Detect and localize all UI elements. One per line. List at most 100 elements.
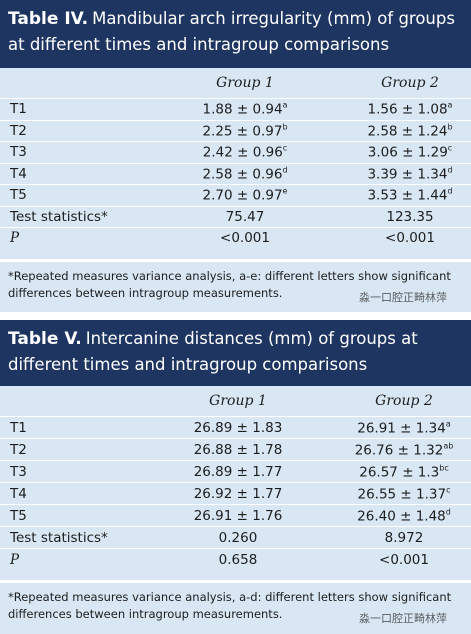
superscript: e [282,186,288,196]
row-label: P [10,551,20,568]
superscript: ab [443,441,454,450]
table-row: T3 2.42 ± 0.96c 3.06 ± 1.29c [0,141,471,163]
table-cell: 26.40 ± 1.48d [357,507,451,524]
table-cell: 2.70 ± 0.97e [203,187,288,204]
cell-value: 2.25 ± 0.97 [202,123,283,140]
row-label: T2 [10,122,27,139]
row-label: T5 [10,507,27,524]
footnote-text: *Repeated measures variance analysis, a-… [8,590,452,621]
cell-value: 3.53 ± 1.44 [367,187,448,204]
table-cell: 3.39 ± 1.34d [367,165,452,182]
table-cell: 26.55 ± 1.37c [357,485,450,502]
superscript: c [282,143,288,153]
cell-value: 1.88 ± 0.94 [202,101,283,118]
superscript: a [445,419,451,428]
table-cell: 123.35 [386,209,433,225]
table-title: Table IV. Mandibular arch irregularity (m… [0,0,471,68]
superscript: d [447,165,453,175]
superscript: bc [439,463,449,472]
table-cell: 26.88 ± 1.78 [194,442,283,458]
table-row: T2 26.88 ± 1.78 26.76 ± 1.32ab [0,438,471,460]
table-label: Table V. [8,329,82,349]
column-header: Group 1 Group 2 [0,386,471,416]
superscript: a [447,100,453,110]
table-row: T2 2.25 ± 0.97b 2.58 ± 1.24b [0,119,471,142]
table: Table V. Intercanine distances (mm) of gr… [0,320,471,634]
table-cell: 1.88 ± 0.94a [203,101,288,118]
table-caption: Intercanine distances (mm) of groups at … [8,329,418,374]
cell-value: 26.55 ± 1.37 [357,486,447,502]
table-row: T4 26.92 ± 1.77 26.55 ± 1.37c [0,482,471,504]
row-label: T4 [10,485,27,502]
superscript: d [445,507,451,516]
table-row: T1 26.89 ± 1.83 26.91 ± 1.34a [0,416,471,438]
table-row: T5 2.70 ± 0.97e 3.53 ± 1.44d [0,184,471,206]
table-cell: <0.001 [220,230,270,246]
row-label: T3 [10,463,27,480]
table-cell: 75.47 [226,209,265,225]
superscript: a [282,100,288,110]
table-cell: 2.58 ± 1.24b [367,122,452,139]
table-cell: 26.92 ± 1.77 [194,486,283,502]
cell-value: 3.39 ± 1.34 [367,166,448,183]
cell-value: 1.56 ± 1.08 [367,101,448,118]
table-title: Table V. Intercanine distances (mm) of gr… [0,320,471,386]
row-label: T3 [10,144,27,161]
cell-value: 2.42 ± 0.96 [202,144,283,161]
column-title: Group 1 [209,393,267,409]
table-cell: 1.56 ± 1.08a [368,101,453,118]
cell-value: <0.001 [379,551,429,568]
cell-value: 26.88 ± 1.78 [193,441,283,458]
table-cell: 26.89 ± 1.77 [194,464,283,480]
table-row: Test statistics* 0.260 8.972 [0,526,471,548]
table-cell: 8.972 [385,530,424,546]
cell-value: 2.58 ± 0.96 [202,166,283,183]
cell-value: 0.658 [218,551,258,568]
table: Table IV. Mandibular arch irregularity (m… [0,0,471,312]
table-cell: 26.89 ± 1.83 [194,420,283,436]
spacer [0,312,471,320]
cell-value: 26.91 ± 1.76 [193,507,283,524]
cell-value: 26.40 ± 1.48 [357,508,446,524]
row-label: Test statistics* [10,208,108,225]
footnote: *Repeated measures variance analysis, a-… [0,580,471,629]
cell-value: <0.001 [220,230,270,247]
row-label: T5 [10,187,27,204]
watermark: 淼一口腔正畸林萍 [359,612,447,625]
column-header: Group 1 Group 2 [0,68,471,98]
row-label: T1 [10,101,27,118]
table-cell: 3.53 ± 1.44d [367,187,452,204]
table-cell: 0.658 [219,552,258,568]
table-cell: 26.91 ± 1.34a [357,419,451,436]
cell-value: 26.92 ± 1.77 [193,485,283,502]
cell-value: 8.972 [384,529,424,546]
column-title: Group 1 [216,75,274,91]
table-cell: 2.58 ± 0.96d [202,165,287,182]
table-label: Table IV. [8,9,89,29]
cell-value: <0.001 [385,230,435,247]
row-label: Test statistics* [10,529,108,546]
cell-value: 2.58 ± 1.24 [367,123,448,140]
row-label: T4 [10,165,27,182]
row-label: T2 [10,441,27,458]
row-label: T1 [10,419,27,436]
table-cell: 26.57 ± 1.3bc [359,463,449,480]
superscript: d [447,186,453,196]
table-row: T3 26.89 ± 1.77 26.57 ± 1.3bc [0,460,471,482]
table-row: T1 1.88 ± 0.94a 1.56 ± 1.08a [0,98,471,120]
cell-value: 75.47 [225,208,265,225]
table-cell: 26.91 ± 1.76 [194,508,283,524]
cell-value: 26.89 ± 1.77 [193,463,283,480]
table-cell: 2.25 ± 0.97b [202,122,287,139]
watermark: 淼一口腔正畸林萍 [359,290,447,304]
table-cell: 26.76 ± 1.32ab [355,441,454,458]
table-row: T5 26.91 ± 1.76 26.40 ± 1.48d [0,504,471,526]
table-cell: 2.42 ± 0.96c [203,144,287,161]
cell-value: 0.260 [218,529,258,546]
table-cell: 3.06 ± 1.29c [368,144,452,161]
cell-value: 123.35 [386,208,434,225]
table-cell: <0.001 [379,552,429,568]
footnote: *Repeated measures variance analysis, a-… [0,258,471,308]
table-cell: 0.260 [219,530,258,546]
